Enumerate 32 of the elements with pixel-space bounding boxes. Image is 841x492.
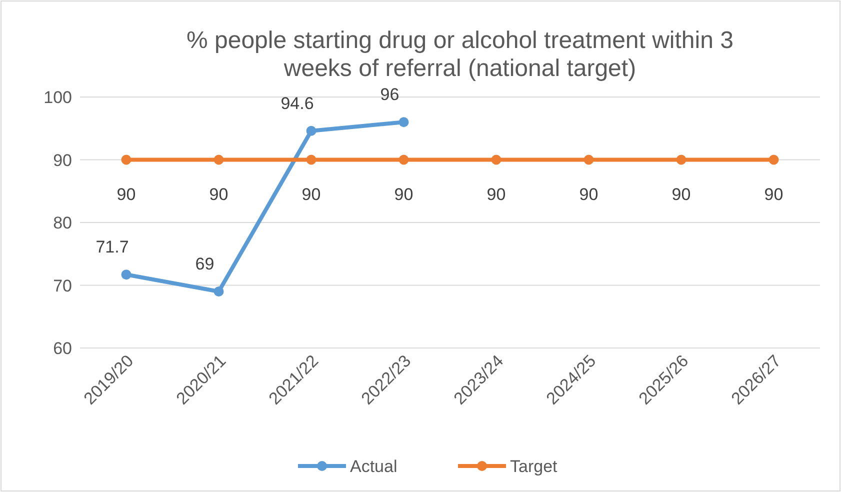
legend-label: Actual bbox=[350, 457, 398, 476]
y-tick-label: 60 bbox=[53, 339, 72, 358]
point bbox=[584, 154, 594, 165]
point bbox=[121, 270, 132, 280]
point bbox=[398, 154, 409, 165]
data-label: 90 bbox=[486, 184, 506, 204]
point bbox=[306, 154, 316, 165]
point bbox=[121, 154, 132, 165]
chart-title: % people starting drug or alcohol treatment within 3 weeks of referral (national target) bbox=[186, 27, 734, 82]
data-label: 90 bbox=[302, 184, 321, 204]
point bbox=[398, 117, 409, 128]
legend-label: Target bbox=[510, 457, 558, 476]
point bbox=[306, 126, 316, 136]
data-label: 71.7 bbox=[96, 238, 129, 257]
data-label: 90 bbox=[672, 184, 691, 204]
y-tick-label: 70 bbox=[53, 276, 72, 296]
y-tick-label: 100 bbox=[44, 88, 72, 107]
data-label: 69 bbox=[195, 254, 214, 274]
data-label: 90 bbox=[116, 184, 136, 204]
point bbox=[768, 154, 779, 165]
data-label: 90 bbox=[394, 184, 414, 204]
y-tick-label: 90 bbox=[53, 150, 72, 170]
point bbox=[491, 154, 502, 165]
data-label: 90 bbox=[764, 184, 784, 204]
point bbox=[214, 286, 224, 297]
data-label: 90 bbox=[209, 184, 228, 204]
y-tick-label: 80 bbox=[53, 214, 72, 232]
data-label: 96 bbox=[380, 85, 400, 104]
data-label: 90 bbox=[579, 184, 598, 204]
point bbox=[214, 154, 224, 165]
point bbox=[676, 154, 686, 165]
data-label: 94.6 bbox=[280, 94, 314, 113]
